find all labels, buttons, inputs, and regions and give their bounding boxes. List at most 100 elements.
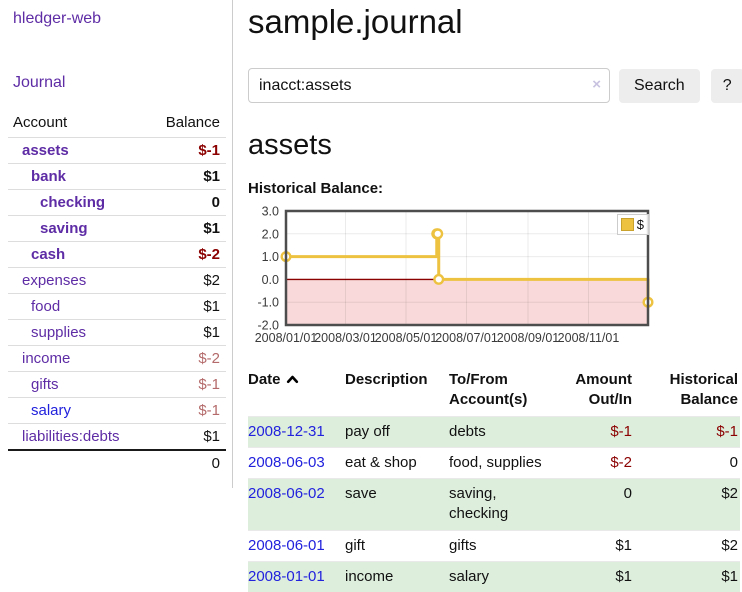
account-balance: $1 <box>203 324 220 341</box>
account-row: cash $-2 <box>8 241 226 268</box>
register-row[interactable]: 2008-12-31 pay off debts $-1 $-1 <box>248 415 740 448</box>
account-link[interactable]: saving <box>40 220 88 237</box>
sidebar: hledger-web Journal Account Balance asse… <box>0 0 233 488</box>
account-link[interactable]: income <box>22 350 71 367</box>
description-cell: income <box>345 560 449 592</box>
accounts-cell: salary <box>449 560 557 592</box>
search-button[interactable]: Search <box>619 68 700 103</box>
account-row: gifts $-1 <box>8 371 226 398</box>
transaction-date-link[interactable]: 2008-12-31 <box>248 422 325 440</box>
search-form: × Search ? <box>248 68 742 103</box>
accounts-cell: food, supplies <box>449 446 557 479</box>
balance-cell: $1 <box>642 560 740 592</box>
svg-text:2008/11/01: 2008/11/01 <box>558 331 620 345</box>
account-row: food $1 <box>8 293 226 320</box>
transaction-date-link[interactable]: 2008-06-02 <box>248 485 325 502</box>
svg-text:2008/01/01: 2008/01/01 <box>255 331 318 345</box>
register-row[interactable]: 2008-06-01 gift gifts $1 $2 <box>248 529 740 562</box>
legend-label: $ <box>636 217 644 232</box>
accounts-column-header: To/From Account(s) <box>449 371 528 409</box>
account-row: supplies $1 <box>8 319 226 346</box>
amount-cell: $1 <box>557 560 642 592</box>
balance-cell: $2 <box>642 478 740 530</box>
description-column-header: Description <box>345 371 428 388</box>
svg-text:0.0: 0.0 <box>262 273 279 287</box>
account-balance: $2 <box>203 272 220 289</box>
amount-cell: $-2 <box>557 446 642 479</box>
svg-text:1.0: 1.0 <box>262 250 279 264</box>
transaction-date-link[interactable]: 2008-01-01 <box>248 567 325 585</box>
account-balance: $1 <box>203 298 220 315</box>
amount-cell: $1 <box>557 529 642 562</box>
account-link[interactable]: checking <box>40 194 106 211</box>
balance-column-header2: Historical Balance <box>669 371 738 409</box>
account-link[interactable]: gifts <box>31 376 59 393</box>
svg-text:2008/09/01: 2008/09/01 <box>497 331 560 345</box>
date-cell: 2008-01-01 <box>248 560 345 592</box>
svg-text:-2.0: -2.0 <box>257 319 279 333</box>
search-input[interactable] <box>248 68 610 103</box>
register-body: 2008-12-31 pay off debts $-1 $-1 2008-06-03 ea… <box>248 415 740 592</box>
date-column-header: Date <box>248 365 345 416</box>
account-balance: $-1 <box>198 376 220 393</box>
account-column-header: Account <box>13 114 68 131</box>
account-link[interactable]: assets <box>22 142 69 159</box>
amount-column-header: Amount Out/In <box>575 371 632 409</box>
historical-balance-chart: 3.0 2.0 1.0 0.0 -1.0 -2.0 2008/01/01 2008/03/01… <box>248 203 654 355</box>
account-link[interactable]: food <box>31 298 61 315</box>
help-button[interactable]: ? <box>710 68 742 103</box>
register-table: Date Description To/From Account(s) Amou… <box>248 365 740 592</box>
account-balance: $-2 <box>198 246 220 263</box>
account-row: checking 0 <box>8 189 226 216</box>
register-row[interactable]: 2008-06-03 eat & shop food, supplies $-2 0 <box>248 446 740 479</box>
account-row: liabilities:debts $1 <box>8 423 226 450</box>
accounts-header-row: Account Balance <box>8 109 226 138</box>
chart-title: Historical Balance: <box>248 180 384 197</box>
account-row: assets $-1 <box>8 137 226 164</box>
amount-cell: 0 <box>557 478 642 530</box>
accounts-balance-table: Account Balance assets $-1 bank $1 checking 0… <box>8 109 226 476</box>
accounts-total-value: 0 <box>145 449 226 476</box>
date-cell: 2008-06-03 <box>248 446 345 479</box>
account-balance: $-1 <box>198 402 220 419</box>
account-link[interactable]: salary <box>31 402 72 419</box>
account-row: income $-2 <box>8 345 226 372</box>
account-link[interactable]: bank <box>31 168 67 185</box>
legend-swatch-icon <box>620 218 634 231</box>
account-row: bank $1 <box>8 163 226 190</box>
date-cell: 2008-12-31 <box>248 415 345 448</box>
register-row[interactable]: 2008-01-01 income salary $1 $1 <box>248 560 740 592</box>
date-cell: 2008-06-02 <box>248 478 345 530</box>
account-link[interactable]: expenses <box>22 272 87 289</box>
register-row[interactable]: 2008-06-02 save saving, checking 0 $2 <box>248 478 740 530</box>
balance-cell: $-1 <box>642 415 740 448</box>
balance-cell: 0 <box>642 446 740 479</box>
description-cell: pay off <box>345 415 449 448</box>
transaction-date-link[interactable]: 2008-06-03 <box>248 453 325 471</box>
account-balance: $1 <box>203 168 220 185</box>
main-content: sample.journal × Search ? assets Histori… <box>233 0 742 592</box>
description-cell: save <box>345 478 449 530</box>
description-cell: eat & shop <box>345 446 449 479</box>
account-row: saving $1 <box>8 215 226 242</box>
account-link[interactable]: liabilities:debts <box>22 428 120 445</box>
account-balance: $-1 <box>198 142 220 159</box>
search-box: × <box>248 68 610 103</box>
clear-search-icon[interactable]: × <box>592 76 601 93</box>
date-cell: 2008-06-01 <box>248 529 345 562</box>
description-cell: gift <box>345 529 449 562</box>
account-balance: 0 <box>211 194 220 211</box>
svg-text:2008/03/01: 2008/03/01 <box>314 331 377 345</box>
transaction-date-link[interactable]: 2008-06-01 <box>248 536 325 554</box>
accounts-body: assets $-1 bank $1 checking 0 saving $1 cash $-2 e… <box>8 137 226 450</box>
account-row: salary $-1 <box>8 397 226 424</box>
svg-text:2008/05/01: 2008/05/01 <box>375 331 438 345</box>
sidebar-item-journal[interactable]: Journal <box>13 74 66 91</box>
brand-link[interactable]: hledger-web <box>13 10 102 27</box>
account-link[interactable]: cash <box>31 246 66 263</box>
chart-canvas[interactable]: 3.0 2.0 1.0 0.0 -1.0 -2.02008/01/012008/03/01… <box>248 203 654 355</box>
account-link[interactable]: supplies <box>31 324 87 341</box>
balance-column-header: Balance <box>165 114 220 131</box>
account-heading: assets <box>248 129 332 161</box>
